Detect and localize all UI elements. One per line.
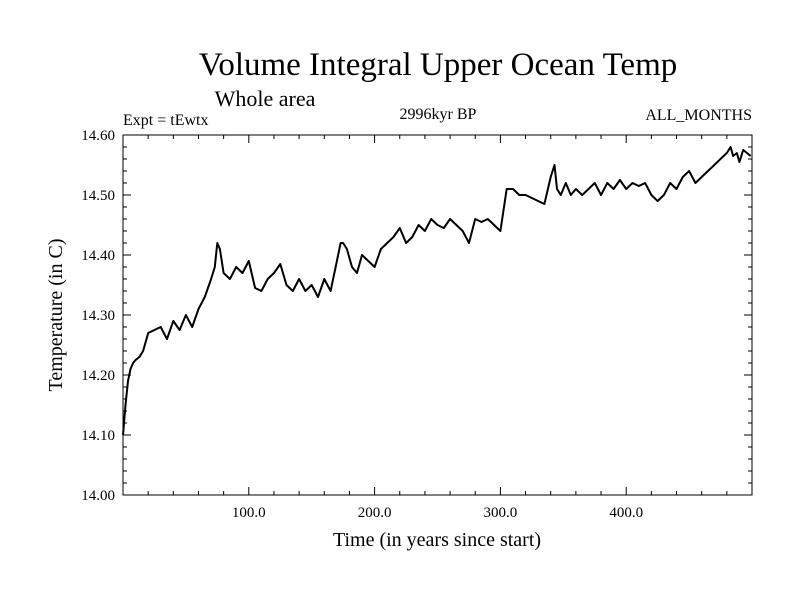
y-axis: 14.00 14.10 14.20 14.30 14.40 14.50 14.60 — [81, 128, 752, 504]
x-tick-label: 100.0 — [232, 505, 266, 521]
y-tick-label: 14.60 — [81, 128, 115, 144]
x-tick-label: 400.0 — [609, 505, 643, 521]
y-tick-label: 14.50 — [81, 188, 115, 204]
y-tick-label: 14.00 — [81, 488, 115, 504]
x-tick-label: 200.0 — [358, 505, 392, 521]
x-axis-title: Time (in years since start) — [333, 529, 541, 551]
y-axis-title: Temperature (in C) — [45, 239, 67, 392]
series-line-temperature — [122, 146, 752, 436]
y-tick-label: 14.10 — [81, 428, 115, 444]
y-tick-label: 14.20 — [81, 368, 115, 384]
experiment-label: Expt = tEwtx — [123, 112, 208, 129]
plot-frame — [122, 134, 753, 496]
y-tick-label: 14.40 — [81, 248, 115, 264]
period-label: 2996kyr BP — [400, 106, 477, 123]
x-tick-label: 300.0 — [484, 505, 518, 521]
chart-title: Volume Integral Upper Ocean Temp — [199, 47, 677, 83]
x-axis: 100.0 200.0 300.0 400.0 — [147, 135, 728, 521]
chart-subtitle: Whole area — [215, 86, 316, 111]
season-label: ALL_MONTHS — [645, 107, 752, 124]
y-tick-label: 14.30 — [81, 308, 115, 324]
